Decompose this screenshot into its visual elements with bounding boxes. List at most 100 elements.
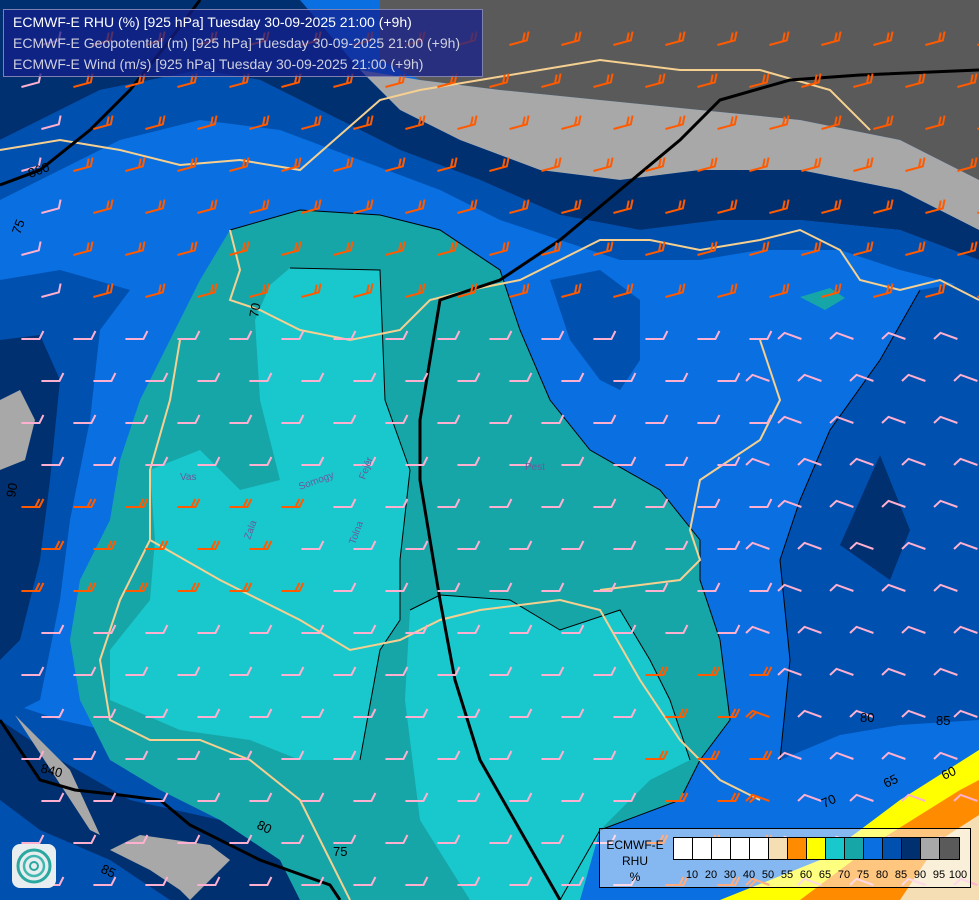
wind-barb xyxy=(797,457,822,466)
wind-barb xyxy=(197,624,221,634)
wind-barb xyxy=(717,283,738,298)
wind-barb xyxy=(717,372,741,382)
wind-barb xyxy=(901,625,926,634)
wind-barb xyxy=(697,157,718,172)
wind-barb xyxy=(749,414,773,424)
wind-barb xyxy=(881,331,906,340)
wind-barb xyxy=(797,709,822,718)
wind-barb xyxy=(561,624,585,634)
wind-barb xyxy=(697,498,721,508)
wind-barb xyxy=(405,115,426,130)
wind-barb xyxy=(645,157,666,172)
wind-barb xyxy=(645,750,669,760)
wind-barb xyxy=(797,793,822,802)
wind-barb xyxy=(437,330,461,340)
wind-barb xyxy=(405,708,429,718)
wind-barb xyxy=(881,751,906,760)
legend-swatch xyxy=(693,838,712,859)
wind-barb xyxy=(301,115,322,130)
legend-swatch xyxy=(712,838,731,859)
wind-barb xyxy=(593,73,614,88)
wind-barb xyxy=(249,624,273,634)
wind-barb xyxy=(489,582,513,592)
wind-barb xyxy=(489,750,513,760)
wind-barb xyxy=(489,834,513,844)
wind-barb xyxy=(93,624,117,634)
wind-barb xyxy=(645,73,666,88)
wind-barb xyxy=(229,330,253,340)
contour-label-60: 60 xyxy=(939,763,958,783)
legend-tick: 75 xyxy=(856,869,870,881)
wind-barb xyxy=(853,241,874,256)
wind-barb xyxy=(489,241,510,256)
wind-barb xyxy=(177,241,198,256)
wind-barb xyxy=(925,115,946,130)
wind-barb xyxy=(385,157,406,172)
legend-swatch xyxy=(788,838,807,859)
wind-barb xyxy=(333,582,357,592)
wind-barb xyxy=(645,666,669,676)
wind-barb xyxy=(21,666,45,676)
wind-barb xyxy=(21,750,45,760)
contour-label-80: 80 xyxy=(255,817,274,837)
legend-tick: 10 xyxy=(685,869,699,881)
wind-barb xyxy=(829,667,854,676)
wind-barb xyxy=(821,31,842,46)
wind-barb xyxy=(333,666,357,676)
wind-barb xyxy=(881,499,906,508)
wind-barb xyxy=(665,624,689,634)
wind-barb xyxy=(697,73,718,88)
wind-barb xyxy=(745,457,770,466)
wind-barb xyxy=(489,414,513,424)
wind-barb xyxy=(353,540,377,550)
rhu-85-region-east xyxy=(550,270,640,390)
wind-barb xyxy=(197,199,218,214)
wind-barb xyxy=(777,583,802,592)
wind-barb xyxy=(385,330,409,340)
wind-barb xyxy=(457,792,481,802)
wind-barb xyxy=(873,283,894,298)
wind-barb xyxy=(509,199,530,214)
wind-barb xyxy=(645,498,669,508)
wind-barb xyxy=(697,666,721,676)
wind-barb xyxy=(73,834,97,844)
wind-barb xyxy=(665,456,689,466)
wind-barb xyxy=(901,541,926,550)
wind-barb xyxy=(933,583,958,592)
wind-barb xyxy=(541,414,565,424)
wind-barb xyxy=(697,414,721,424)
rhu-100-region xyxy=(380,0,979,180)
wind-barb xyxy=(125,414,149,424)
wind-barb xyxy=(249,283,270,298)
wind-barb xyxy=(717,456,741,466)
wind-barb xyxy=(777,415,802,424)
wind-barb xyxy=(145,199,166,214)
wind-barb xyxy=(249,792,273,802)
wind-barb xyxy=(613,708,637,718)
wind-barb xyxy=(593,241,614,256)
wind-barb xyxy=(953,625,978,634)
wind-barb xyxy=(437,834,461,844)
wind-barb xyxy=(301,708,325,718)
wind-barb xyxy=(801,157,822,172)
wind-barb xyxy=(177,750,201,760)
wind-barb xyxy=(489,498,513,508)
wind-barb xyxy=(613,540,637,550)
wind-barb xyxy=(405,199,426,214)
wind-barb xyxy=(249,199,270,214)
wind-barb xyxy=(745,709,770,720)
wind-barb xyxy=(797,373,822,382)
wind-barb xyxy=(281,750,305,760)
wind-barb xyxy=(353,456,377,466)
wind-barb xyxy=(437,666,461,676)
wind-barb xyxy=(509,372,533,382)
wind-barb xyxy=(405,792,429,802)
wind-barb xyxy=(665,540,689,550)
wind-barb xyxy=(849,625,874,634)
wind-barb xyxy=(829,415,854,424)
wind-barb xyxy=(749,666,773,676)
legend-swatch xyxy=(902,838,921,859)
wind-barb xyxy=(489,330,513,340)
wind-barb xyxy=(509,115,530,130)
